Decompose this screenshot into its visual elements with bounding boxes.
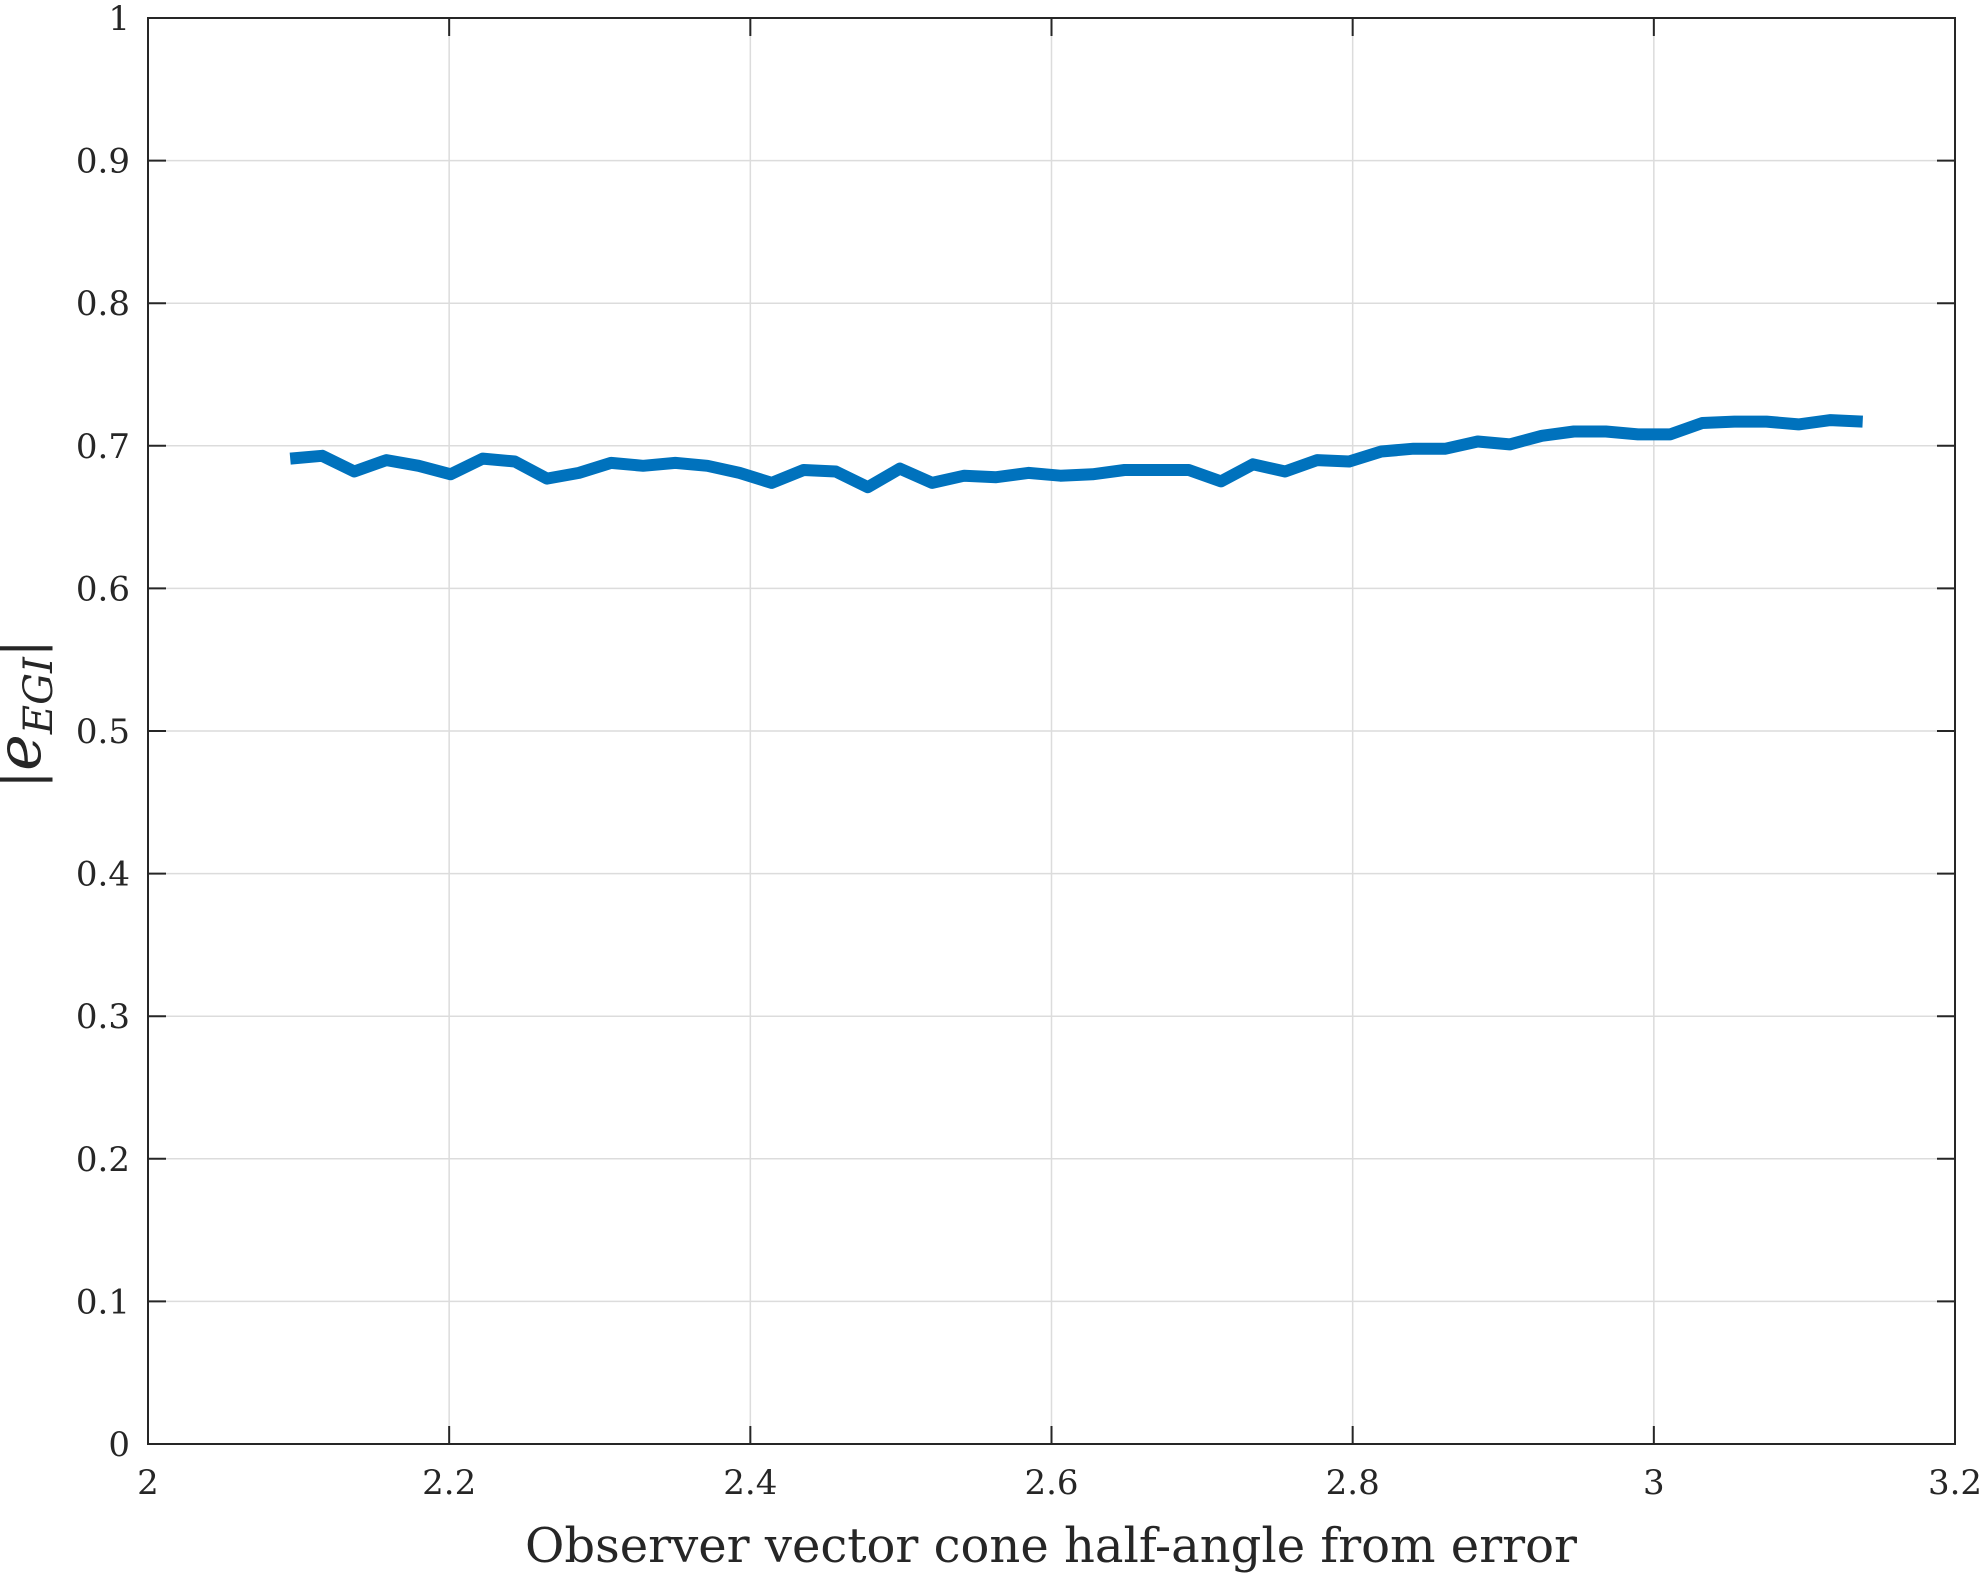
y-tick-label: 0.3: [76, 997, 130, 1037]
x-tick-label: 3.2: [1928, 1463, 1980, 1503]
y-tick-label: 0.6: [76, 569, 130, 609]
x-tick-label: 2.6: [1024, 1463, 1078, 1503]
y-tick-labels: 0 0.1 0.2 0.3 0.4 0.5 0.6 0.7 0.8 0.9 1: [76, 0, 130, 1465]
y-tick-label: 0.1: [76, 1282, 130, 1322]
series-layer: [289, 414, 1863, 494]
x-tick-labels: 2 2.2 2.4 2.6 2.8 3 3.2: [137, 1463, 1980, 1503]
x-tick-label: 2: [137, 1463, 159, 1503]
y-tick-label: 0.7: [76, 427, 130, 467]
y-tick-label: 0.4: [76, 855, 130, 895]
y-axis-label-base: e: [0, 734, 55, 771]
x-tick-label: 2.4: [723, 1463, 777, 1503]
x-tick-label: 3: [1643, 1463, 1665, 1503]
y-axis-label-bar-left: |: [0, 771, 53, 789]
y-axis-label-subscript: EGI: [16, 656, 62, 735]
y-tick-label: 0.2: [76, 1140, 130, 1180]
y-tick-label: 0.5: [76, 712, 130, 752]
y-axis-label: |eEGI|: [0, 640, 62, 789]
x-axis-label: Observer vector cone half-angle from err…: [525, 1518, 1577, 1574]
y-tick-label: 0.8: [76, 284, 130, 324]
y-tick-label: 0.9: [76, 142, 130, 182]
tick-marks: [147, 17, 1956, 1445]
y-axis-label-bar-right: |: [0, 640, 53, 658]
x-tick-label: 2.8: [1326, 1463, 1380, 1503]
y-tick-label: 0: [108, 1425, 130, 1465]
x-tick-label: 2.2: [422, 1463, 476, 1503]
series-line: [289, 414, 1863, 494]
svg-text:|eEGI|: |eEGI|: [0, 640, 62, 789]
y-tick-label: 1: [108, 0, 130, 39]
